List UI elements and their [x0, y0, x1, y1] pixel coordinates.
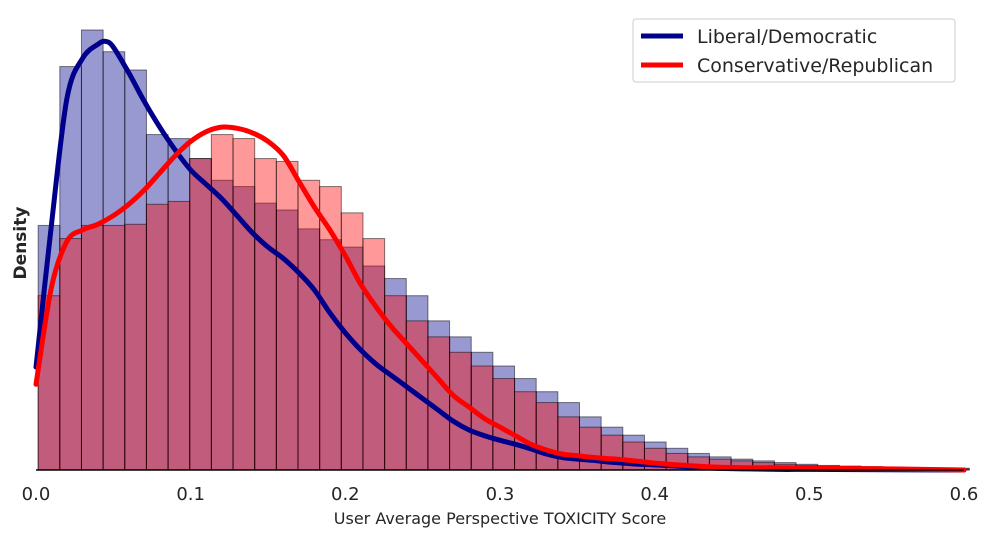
bar-conservative-republican-6: [167, 200, 191, 471]
kde-lines: [33, 38, 967, 473]
x-tick-label: 0.2: [331, 484, 360, 505]
legend-label-liberal-democratic: Liberal/Democratic: [697, 26, 877, 48]
bar-conservative-republican-5: [145, 203, 169, 471]
kde-line-conservative-republican: [33, 124, 967, 473]
x-tick-labels: 0.0 0.1 0.2 0.3 0.4 0.5 0.6: [22, 484, 979, 505]
x-tick-label: 0.4: [640, 484, 669, 505]
bar-conservative-republican-9: [232, 138, 256, 471]
x-tick-label: 0.5: [795, 484, 824, 505]
bar-conservative-republican-4: [124, 223, 147, 471]
bars-conservative-republican: [37, 134, 970, 471]
bar-conservative-republican-7: [189, 158, 212, 471]
x-tick-label: 0.1: [176, 484, 205, 505]
bar-conservative-republican-22: [514, 391, 537, 471]
bar-conservative-republican-3: [102, 224, 126, 471]
bar-conservative-republican-24: [557, 416, 580, 471]
bar-conservative-republican-2: [80, 224, 104, 471]
y-axis-label: Density: [11, 207, 31, 280]
x-tick-label: 0.6: [950, 484, 979, 505]
legend-box: [632, 18, 956, 83]
bar-conservative-republican-23: [535, 402, 559, 471]
bar-conservative-republican-11: [275, 160, 299, 471]
kde-line-liberal-democratic: [33, 38, 967, 473]
bar-conservative-republican-25: [578, 426, 602, 471]
bar-conservative-republican-10: [254, 158, 277, 471]
legend-label-conservative-republican: Conservative/Republican: [697, 55, 933, 77]
bar-conservative-republican-1: [59, 238, 82, 471]
legend: Liberal/Democratic Conservative/Republica…: [632, 18, 956, 83]
x-tick-label: 0.3: [486, 484, 515, 505]
bar-conservative-republican-12: [297, 179, 321, 471]
x-axis-label: User Average Perspective TOXICITY Score: [334, 509, 666, 528]
bar-conservative-republican-8: [210, 134, 234, 471]
bar-conservative-republican-19: [449, 351, 472, 471]
x-tick-label: 0.0: [22, 484, 51, 505]
